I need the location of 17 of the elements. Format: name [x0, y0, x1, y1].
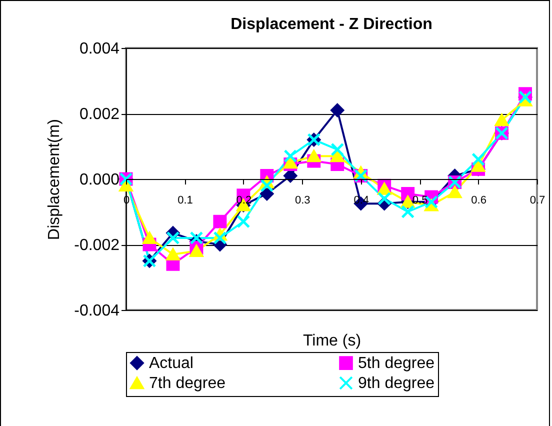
- x-tick-label: 0.7: [530, 194, 546, 206]
- x-tick-label: 0.5: [412, 194, 428, 206]
- legend-label: 9th degree: [358, 375, 435, 392]
- x-tick-label: 0.6: [471, 194, 486, 206]
- y-tick-label: 0.004: [79, 40, 120, 58]
- y-tick-label: -0.004: [74, 302, 120, 320]
- y-tick-label: 0.000: [79, 172, 120, 188]
- y-tick-label: 0.002: [79, 106, 120, 123]
- legend-label: 7th degree: [149, 375, 226, 392]
- x-tick-label: 0.1: [178, 194, 193, 206]
- x-axis-title: Time (s): [302, 332, 362, 350]
- x-tick-label: 0.3: [294, 194, 310, 206]
- y-axis-title: Displacement(m): [46, 119, 64, 240]
- chart-title: Displacement - Z Direction: [230, 16, 432, 33]
- legend-label: Actual: [149, 355, 194, 372]
- legend-label: 5th degree: [358, 355, 435, 372]
- y-tick-label: -0.002: [74, 237, 120, 254]
